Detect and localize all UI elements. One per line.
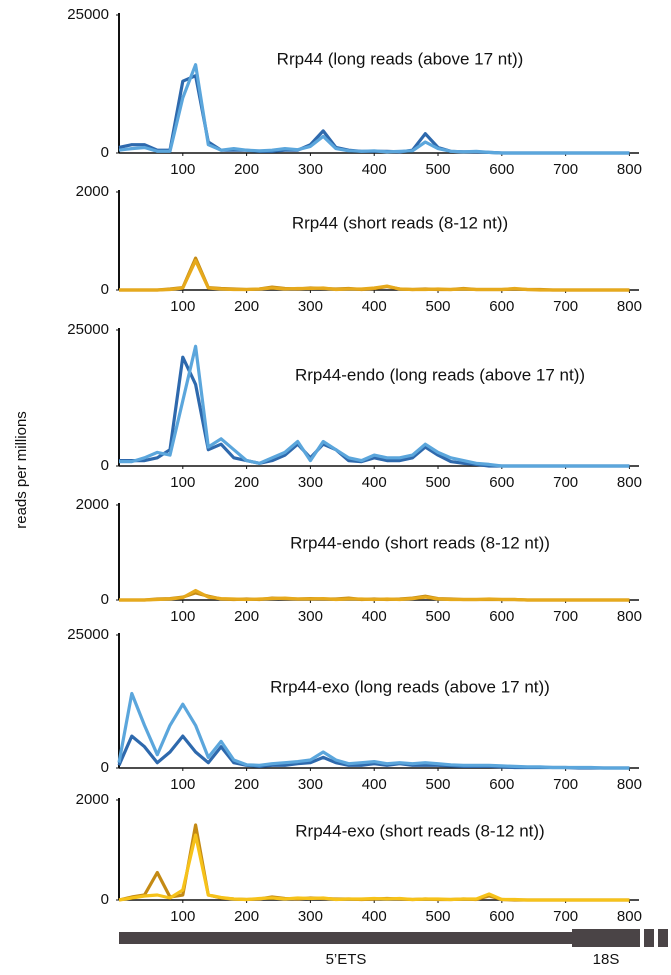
y-tick-label: 0 xyxy=(101,759,109,776)
x-tick-label: 800 xyxy=(617,298,642,315)
x-tick-label: 300 xyxy=(298,908,323,925)
x-tick-label: 700 xyxy=(553,608,578,625)
x-tick-label: 400 xyxy=(362,161,387,178)
x-tick-label: 800 xyxy=(617,474,642,491)
x-tick-label: 600 xyxy=(489,776,514,793)
x-tick-label: 600 xyxy=(489,161,514,178)
x-tick-label: 200 xyxy=(234,298,259,315)
y-tick-label: 25000 xyxy=(67,6,109,23)
gene-label: 5’ETS xyxy=(326,951,367,968)
x-tick-label: 300 xyxy=(298,776,323,793)
x-tick-label: 300 xyxy=(298,298,323,315)
x-tick-label: 300 xyxy=(298,474,323,491)
chart-title: Rrp44-endo (long reads (above 17 nt)) xyxy=(295,365,585,384)
series-line xyxy=(118,74,630,155)
x-tick-label: 500 xyxy=(426,161,451,178)
x-tick-label: 400 xyxy=(362,908,387,925)
series-line xyxy=(119,588,630,602)
x-tick-label: 100 xyxy=(170,908,195,925)
panel: 0 2000 100 200 300 400 500 600 700 800 Rrp44-endo … xyxy=(76,496,642,625)
series-line xyxy=(117,691,630,770)
gene-map: 5’ETS 18S xyxy=(119,929,668,968)
x-tick-label: 500 xyxy=(426,474,451,491)
series-line xyxy=(118,833,630,902)
ets-bar xyxy=(119,932,572,944)
x-tick-label: 600 xyxy=(489,474,514,491)
x-tick-label: 200 xyxy=(234,776,259,793)
x-tick-label: 800 xyxy=(617,161,642,178)
y-tick-label: 2000 xyxy=(76,183,109,200)
y-tick-label: 25000 xyxy=(67,321,109,338)
x-tick-label: 800 xyxy=(617,776,642,793)
x-tick-label: 800 xyxy=(617,908,642,925)
18s-bar xyxy=(572,929,640,947)
x-tick-label: 100 xyxy=(170,608,195,625)
panel: 0 2000 100 200 300 400 500 600 700 800 Rrp44 (shor… xyxy=(76,183,642,315)
x-tick-label: 500 xyxy=(426,776,451,793)
chart-title: Rrp44-exo (long reads (above 17 nt)) xyxy=(270,677,550,696)
x-tick-label: 500 xyxy=(426,908,451,925)
x-tick-label: 600 xyxy=(489,298,514,315)
chart-title: Rrp44-endo (short reads (8-12 nt)) xyxy=(290,533,550,552)
x-tick-label: 700 xyxy=(553,161,578,178)
x-tick-label: 700 xyxy=(553,908,578,925)
y-tick-label: 0 xyxy=(101,591,109,608)
gene-label: 18S xyxy=(593,951,620,968)
18s-bar xyxy=(658,929,668,947)
x-tick-label: 200 xyxy=(234,161,259,178)
x-tick-label: 100 xyxy=(170,298,195,315)
x-tick-label: 400 xyxy=(362,776,387,793)
y-axis-label: reads per millions xyxy=(13,411,30,529)
x-tick-label: 200 xyxy=(234,608,259,625)
y-tick-label: 2000 xyxy=(76,496,109,513)
x-tick-label: 300 xyxy=(298,608,323,625)
panel: 0 25000 100 200 300 400 500 600 700 800 Rrp44 (lon… xyxy=(67,6,642,178)
x-tick-label: 700 xyxy=(553,776,578,793)
series-line xyxy=(119,344,630,468)
series-line xyxy=(118,63,630,155)
chart-title: Rrp44 (long reads (above 17 nt)) xyxy=(277,49,524,68)
y-tick-label: 0 xyxy=(101,144,109,161)
x-tick-label: 600 xyxy=(489,608,514,625)
y-tick-label: 0 xyxy=(101,457,109,474)
x-tick-label: 100 xyxy=(170,161,195,178)
x-tick-label: 400 xyxy=(362,608,387,625)
chart-title: Rrp44-exo (short reads (8-12 nt)) xyxy=(295,821,544,840)
panel: 0 25000 100 200 300 400 500 600 700 800 Rrp44-endo… xyxy=(67,321,642,491)
x-tick-label: 200 xyxy=(234,908,259,925)
x-tick-label: 100 xyxy=(170,474,195,491)
y-tick-label: 25000 xyxy=(67,626,109,643)
x-tick-label: 300 xyxy=(298,161,323,178)
x-tick-label: 600 xyxy=(489,908,514,925)
y-tick-label: 2000 xyxy=(76,791,109,808)
x-tick-label: 100 xyxy=(170,776,195,793)
x-tick-label: 800 xyxy=(617,608,642,625)
x-tick-label: 500 xyxy=(426,298,451,315)
x-tick-label: 700 xyxy=(553,474,578,491)
panel: 0 2000 100 200 300 400 500 600 700 800 Rrp44-exo (… xyxy=(76,791,642,925)
chart-title: Rrp44 (short reads (8-12 nt)) xyxy=(292,213,508,232)
18s-bar xyxy=(644,929,654,947)
y-tick-label: 0 xyxy=(101,891,109,908)
series-line xyxy=(119,259,630,292)
x-tick-label: 500 xyxy=(426,608,451,625)
x-tick-label: 400 xyxy=(362,474,387,491)
y-tick-label: 0 xyxy=(101,281,109,298)
panel: 0 25000 100 200 300 400 500 600 700 800 Rrp44-exo … xyxy=(67,626,642,793)
x-tick-label: 400 xyxy=(362,298,387,315)
x-tick-label: 700 xyxy=(553,298,578,315)
x-tick-label: 200 xyxy=(234,474,259,491)
